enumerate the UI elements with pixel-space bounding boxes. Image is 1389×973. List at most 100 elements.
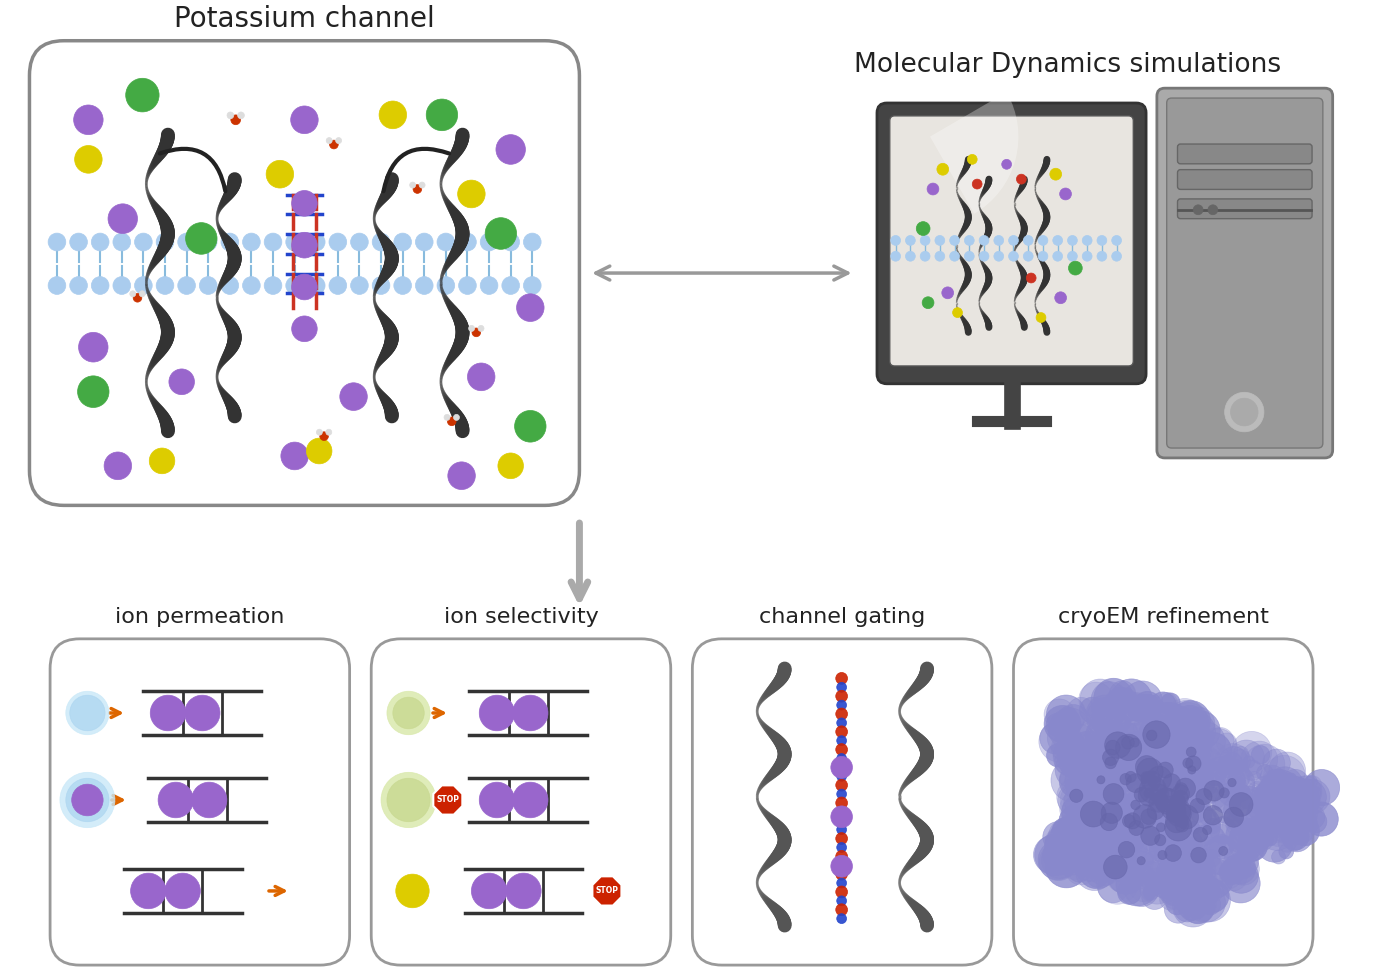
Circle shape — [1097, 235, 1107, 245]
Circle shape — [336, 137, 342, 144]
Circle shape — [1171, 793, 1213, 835]
Circle shape — [1153, 746, 1185, 777]
Circle shape — [1147, 758, 1186, 798]
Circle shape — [836, 797, 847, 809]
Circle shape — [1215, 755, 1239, 777]
Circle shape — [1161, 825, 1195, 858]
Circle shape — [1260, 782, 1286, 810]
Circle shape — [394, 234, 411, 251]
Circle shape — [1064, 786, 1093, 815]
Circle shape — [1125, 873, 1158, 907]
Circle shape — [1172, 841, 1200, 869]
Circle shape — [243, 276, 260, 295]
Circle shape — [292, 233, 317, 258]
Circle shape — [1185, 722, 1225, 762]
Circle shape — [1183, 765, 1204, 785]
Circle shape — [1256, 825, 1293, 862]
Circle shape — [1161, 735, 1181, 754]
Circle shape — [1265, 816, 1292, 843]
Circle shape — [1168, 799, 1190, 822]
Circle shape — [1117, 835, 1154, 874]
Circle shape — [1132, 789, 1145, 803]
Circle shape — [1157, 823, 1165, 832]
Circle shape — [1124, 851, 1160, 888]
Circle shape — [1097, 807, 1135, 845]
Circle shape — [920, 251, 931, 261]
Circle shape — [1133, 728, 1175, 771]
Circle shape — [1147, 766, 1171, 791]
Circle shape — [1104, 746, 1122, 765]
Circle shape — [1042, 843, 1078, 879]
Circle shape — [1300, 805, 1325, 829]
FancyArrowPatch shape — [383, 149, 449, 192]
Circle shape — [1115, 863, 1158, 906]
Circle shape — [1045, 826, 1078, 859]
Circle shape — [479, 782, 514, 817]
Circle shape — [286, 276, 303, 295]
Circle shape — [1175, 860, 1217, 902]
Circle shape — [1163, 741, 1199, 777]
Circle shape — [1154, 834, 1190, 871]
Circle shape — [1247, 772, 1261, 785]
Circle shape — [1175, 818, 1189, 832]
Circle shape — [286, 234, 303, 251]
Circle shape — [1175, 805, 1199, 829]
Circle shape — [1183, 758, 1193, 769]
Circle shape — [1101, 843, 1115, 857]
Circle shape — [1204, 824, 1236, 856]
Circle shape — [1043, 840, 1074, 871]
Circle shape — [1068, 235, 1078, 245]
Circle shape — [1158, 850, 1167, 859]
Circle shape — [1146, 776, 1163, 793]
Circle shape — [340, 382, 367, 411]
Circle shape — [1157, 724, 1171, 739]
Circle shape — [1286, 790, 1314, 819]
Circle shape — [1097, 251, 1107, 261]
Circle shape — [1106, 759, 1122, 775]
Circle shape — [1165, 845, 1182, 861]
Circle shape — [1175, 854, 1195, 874]
FancyBboxPatch shape — [1178, 198, 1313, 219]
Circle shape — [1186, 747, 1196, 757]
Circle shape — [457, 180, 485, 208]
Circle shape — [1067, 782, 1085, 801]
Circle shape — [1215, 759, 1250, 794]
Circle shape — [1172, 743, 1197, 769]
Circle shape — [1143, 721, 1170, 748]
Circle shape — [1093, 822, 1124, 851]
Circle shape — [1139, 797, 1156, 812]
Circle shape — [1161, 745, 1190, 774]
Circle shape — [1165, 869, 1188, 889]
Circle shape — [1149, 793, 1168, 812]
Circle shape — [396, 874, 429, 908]
Circle shape — [1050, 168, 1061, 180]
Circle shape — [1083, 793, 1110, 820]
Circle shape — [1135, 787, 1149, 802]
Circle shape — [1117, 795, 1145, 823]
Circle shape — [1160, 876, 1179, 895]
Circle shape — [1157, 779, 1178, 800]
Circle shape — [1086, 695, 1124, 733]
Circle shape — [1167, 803, 1186, 823]
Circle shape — [1113, 814, 1124, 827]
Circle shape — [1088, 748, 1106, 766]
Circle shape — [1210, 816, 1236, 844]
Circle shape — [1167, 748, 1195, 777]
Circle shape — [1249, 797, 1272, 821]
Circle shape — [1289, 785, 1320, 816]
Circle shape — [1224, 808, 1243, 826]
Circle shape — [1053, 855, 1070, 872]
Circle shape — [1160, 755, 1182, 777]
Circle shape — [1100, 745, 1136, 781]
Circle shape — [1304, 802, 1338, 836]
Circle shape — [78, 376, 108, 408]
Circle shape — [1110, 813, 1128, 831]
Circle shape — [1133, 711, 1165, 744]
Circle shape — [1258, 813, 1296, 850]
Circle shape — [1224, 844, 1258, 879]
Circle shape — [307, 438, 332, 464]
Circle shape — [419, 182, 425, 188]
Circle shape — [1086, 698, 1126, 739]
Circle shape — [831, 806, 853, 828]
Circle shape — [1076, 738, 1108, 771]
